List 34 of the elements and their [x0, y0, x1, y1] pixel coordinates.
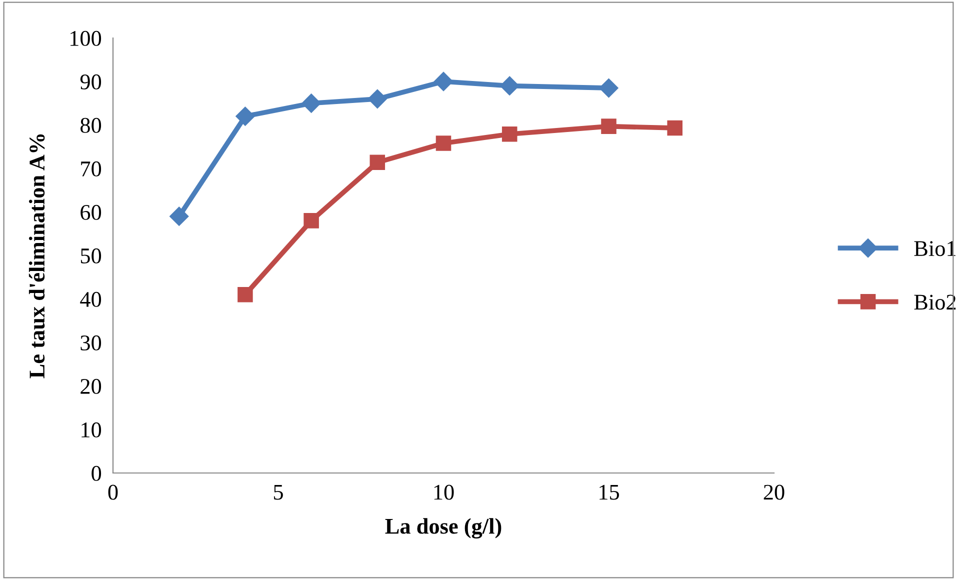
y-tick-label: 20: [80, 378, 102, 394]
x-tick-label: 20: [764, 484, 784, 500]
y-tick-label: 90: [80, 74, 102, 90]
y-tick-label: 60: [80, 204, 102, 220]
point: [170, 206, 189, 226]
legend-label: Bio1: [914, 241, 956, 256]
point: [436, 136, 452, 151]
y-tick-label: 40: [80, 292, 102, 307]
x-tick-label: 5: [274, 484, 283, 500]
y-tick-label: 80: [80, 118, 102, 133]
point: [500, 76, 520, 96]
y-axis-title: Le taux d'élimination A%: [28, 134, 45, 378]
point: [370, 154, 386, 170]
y-tick-label: 50: [80, 248, 102, 264]
point: [599, 78, 618, 98]
y-tick-label: 30: [80, 335, 102, 350]
point: [502, 126, 518, 142]
point: [236, 106, 255, 126]
y-tick-label: 70: [81, 161, 102, 176]
x-axis-title: La dose (g/l): [385, 518, 502, 538]
point: [601, 118, 616, 134]
y-tick-label: 10: [82, 422, 102, 438]
x-tick-label: 15: [600, 484, 619, 500]
point: [238, 287, 253, 302]
y-tick-label: 0: [92, 466, 102, 481]
point: [304, 213, 319, 228]
x-tick-label: 10: [434, 484, 454, 500]
legend-label: Bio2: [914, 294, 956, 310]
point: [302, 94, 321, 113]
x-tick-label: 0: [108, 484, 118, 500]
point: [667, 120, 682, 136]
point: [368, 89, 387, 108]
y-tick-label: 100: [70, 30, 102, 46]
point: [434, 72, 454, 92]
